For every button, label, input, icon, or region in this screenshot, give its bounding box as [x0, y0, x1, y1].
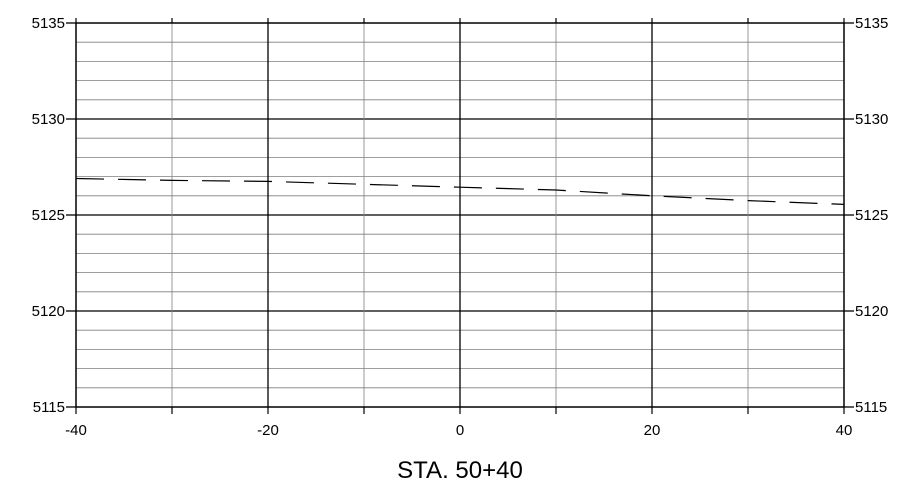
grid-lines	[76, 23, 844, 407]
y-tick-label-left: 5125	[32, 207, 65, 224]
plot-frame	[75, 22, 845, 408]
tick-labels: 5115 5115 5120 5120 5125 5125 5130 5130 5135 5135…	[32, 15, 889, 439]
x-tick-label: -40	[65, 422, 87, 439]
y-tick-label-right: 5125	[855, 207, 888, 224]
profile-line	[75, 177, 845, 205]
y-tick-label-left: 5120	[32, 303, 65, 320]
y-tick-label-left: 5115	[33, 399, 65, 416]
tick-marks	[66, 18, 854, 414]
x-tick-label: -20	[257, 422, 279, 439]
y-tick-label-right: 5115	[855, 399, 887, 416]
chart-title: STA. 50+40	[397, 457, 523, 484]
y-tick-label-right: 5120	[855, 303, 888, 320]
y-tick-label-left: 5130	[32, 111, 65, 128]
y-tick-label-right: 5130	[855, 111, 888, 128]
profile-series	[75, 177, 845, 205]
x-tick-label: 0	[456, 422, 464, 439]
y-tick-label-left: 5135	[32, 15, 65, 32]
y-tick-label-right: 5135	[855, 15, 888, 32]
x-tick-label: 20	[644, 422, 661, 439]
x-tick-label: 40	[836, 422, 853, 439]
